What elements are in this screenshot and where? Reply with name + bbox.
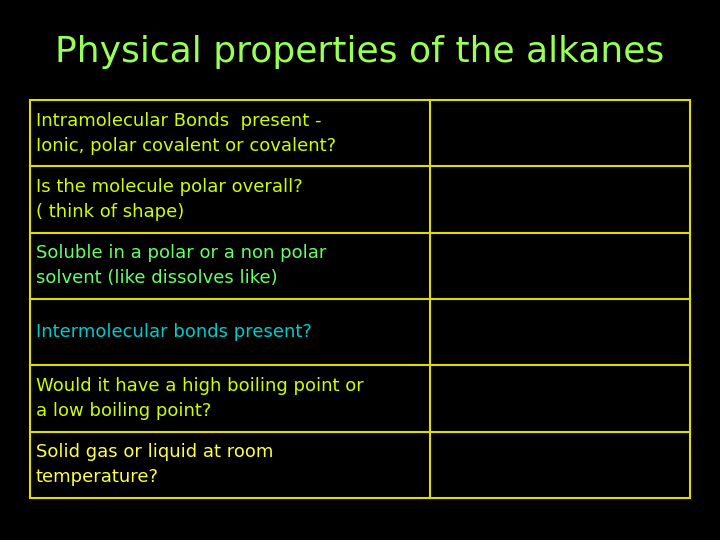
Text: Intramolecular Bonds  present -
Ionic, polar covalent or covalent?: Intramolecular Bonds present - Ionic, po… — [36, 112, 336, 154]
Bar — [30, 100, 690, 498]
Text: Would it have a high boiling point or
a low boiling point?: Would it have a high boiling point or a … — [36, 377, 364, 420]
Text: Physical properties of the alkanes: Physical properties of the alkanes — [55, 35, 665, 69]
Text: Soluble in a polar or a non polar
solvent (like dissolves like): Soluble in a polar or a non polar solven… — [36, 244, 326, 287]
Text: Solid gas or liquid at room
temperature?: Solid gas or liquid at room temperature? — [36, 443, 274, 487]
Text: Is the molecule polar overall?
( think of shape): Is the molecule polar overall? ( think o… — [36, 178, 302, 221]
Text: Intermolecular bonds present?: Intermolecular bonds present? — [36, 323, 312, 341]
